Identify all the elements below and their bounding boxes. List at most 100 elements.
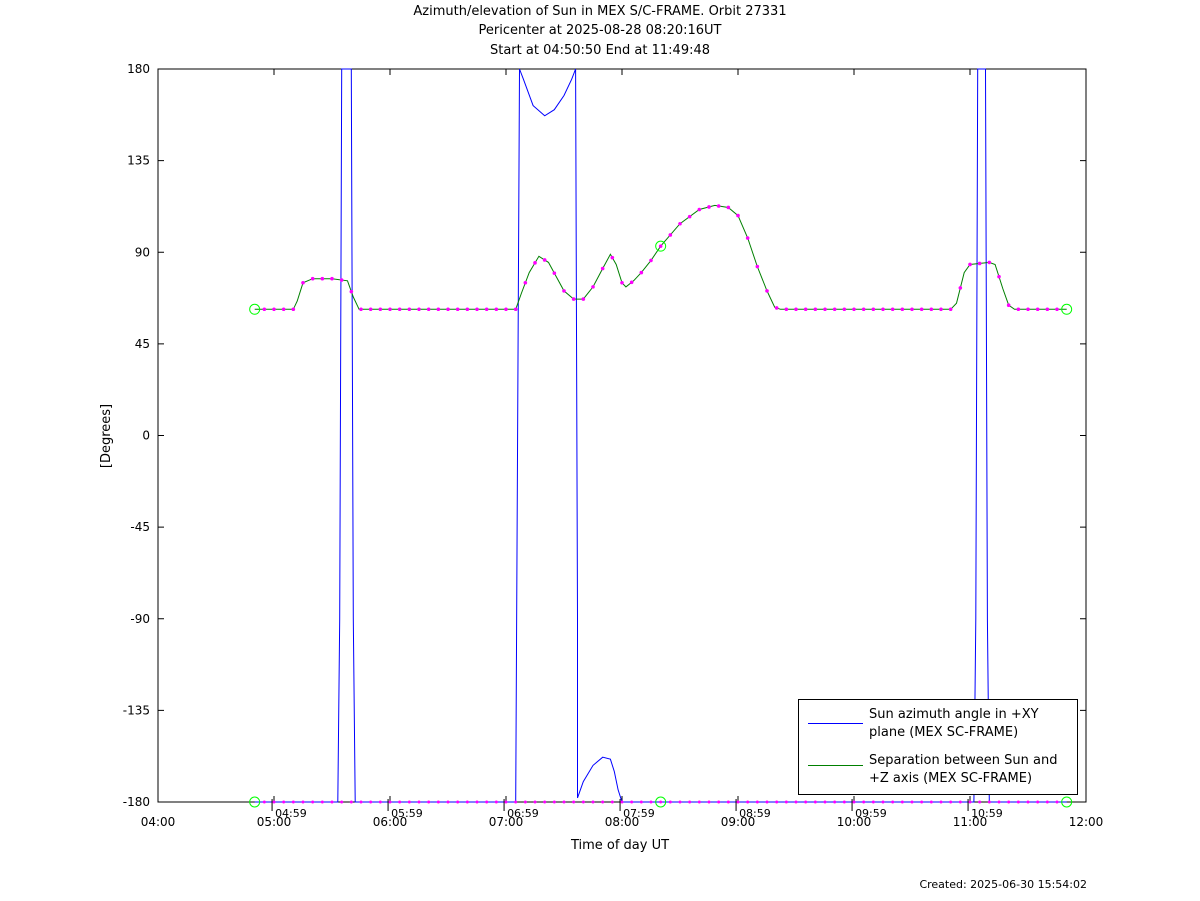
azimuth-marker	[1016, 800, 1020, 804]
separation-marker	[629, 280, 634, 285]
separation-marker	[968, 262, 972, 267]
azimuth-marker	[804, 800, 808, 804]
azimuth-marker	[301, 800, 305, 804]
azimuth-marker	[900, 800, 904, 804]
azimuth-marker	[813, 800, 817, 804]
separation-marker	[301, 280, 305, 285]
separation-marker	[378, 307, 383, 312]
separation-marker	[397, 307, 402, 312]
separation-marker	[900, 307, 905, 312]
separation-marker	[823, 307, 827, 312]
azimuth-marker	[543, 800, 547, 804]
azimuth-marker	[910, 800, 914, 804]
azimuth-marker	[649, 800, 653, 804]
separation-marker	[842, 307, 847, 312]
x-tick-label: 04:00	[141, 815, 176, 829]
azimuth-marker	[997, 800, 1001, 804]
azimuth-marker	[485, 800, 489, 804]
azimuth-marker	[465, 800, 469, 804]
azimuth-marker	[291, 800, 295, 804]
azimuth-marker	[494, 800, 498, 804]
azimuth-marker	[514, 800, 518, 804]
separation-marker	[678, 221, 682, 226]
x-tick-label: 08:00	[605, 815, 640, 829]
azimuth-marker	[562, 800, 566, 804]
separation-marker	[813, 307, 818, 312]
azimuth-marker	[349, 800, 353, 804]
separation-marker	[948, 307, 953, 312]
azimuth-marker	[456, 800, 460, 804]
separation-marker	[658, 244, 663, 248]
azimuth-marker	[949, 800, 953, 804]
separation-marker	[919, 307, 924, 312]
azimuth-marker	[572, 800, 576, 804]
azimuth-marker	[659, 800, 663, 804]
separation-marker	[803, 307, 808, 312]
separation-marker	[687, 214, 692, 219]
x-tick-label: 06:00	[373, 815, 408, 829]
azimuth-marker	[601, 800, 605, 804]
azimuth-marker	[920, 800, 924, 804]
separation-marker	[697, 207, 702, 212]
x-tick-label: 11:00	[953, 815, 988, 829]
azimuth-marker	[668, 800, 672, 804]
azimuth-marker	[552, 800, 556, 804]
legend-label-separation: Separation between Sun and +Z axis (MEX …	[869, 753, 1058, 786]
separation-marker	[281, 307, 286, 312]
separation-marker	[562, 289, 566, 293]
azimuth-marker	[891, 800, 895, 804]
hour-marker-label: 07:59	[623, 807, 655, 820]
separation-marker	[571, 297, 576, 301]
azimuth-marker	[688, 800, 692, 804]
separation-marker	[861, 307, 866, 312]
azimuth-marker	[707, 800, 711, 804]
separation-marker	[890, 307, 895, 312]
azimuth-marker	[726, 800, 730, 804]
azimuth-marker	[775, 800, 779, 804]
azimuth-marker	[581, 800, 585, 804]
separation-marker	[330, 276, 334, 281]
azimuth-marker	[678, 800, 682, 804]
azimuth-marker	[330, 800, 334, 804]
separation-marker	[939, 307, 943, 312]
hour-marker-label: 08:59	[739, 807, 771, 820]
separation-marker	[504, 307, 508, 312]
hour-marker-label: 05:59	[391, 807, 423, 820]
separation-marker	[852, 307, 856, 312]
azimuth-marker	[446, 800, 450, 804]
x-tick-label: 10:00	[837, 815, 872, 829]
separation-marker	[726, 205, 731, 210]
azimuth-marker	[842, 800, 846, 804]
separation-marker	[426, 307, 431, 312]
separation-marker	[668, 233, 673, 237]
separation-marker	[910, 307, 914, 312]
azimuth-marker	[591, 800, 595, 804]
endpoint-circle	[1061, 796, 1073, 808]
pericenter-subtitle: Pericenter at 2025-08-28 08:20:16UT	[478, 23, 722, 38]
separation-marker	[359, 307, 363, 312]
separation-marker	[610, 255, 615, 260]
y-tick-label: -135	[123, 703, 150, 717]
azimuth-marker	[427, 800, 431, 804]
azimuth-marker	[630, 800, 634, 804]
azimuth-series-line	[254, 68, 1067, 803]
endpoint-circle	[655, 240, 667, 252]
azimuth-marker	[871, 800, 875, 804]
y-tick-label: -90	[130, 612, 150, 626]
azimuth-marker	[475, 800, 479, 804]
azimuth-marker	[794, 800, 798, 804]
separation-marker	[794, 307, 798, 312]
azimuth-marker	[320, 800, 324, 804]
endpoint-circle	[655, 796, 667, 808]
azimuth-marker	[533, 800, 537, 804]
azimuth-marker	[765, 800, 769, 804]
endpoint-circle	[1061, 303, 1073, 315]
azimuth-marker	[369, 800, 373, 804]
azimuth-marker	[359, 800, 363, 804]
separation-marker	[523, 280, 528, 285]
azimuth-marker	[262, 800, 266, 804]
separation-marker	[765, 289, 769, 293]
x-tick-label: 09:00	[721, 815, 756, 829]
azimuth-marker	[378, 800, 382, 804]
separation-marker	[745, 236, 750, 240]
